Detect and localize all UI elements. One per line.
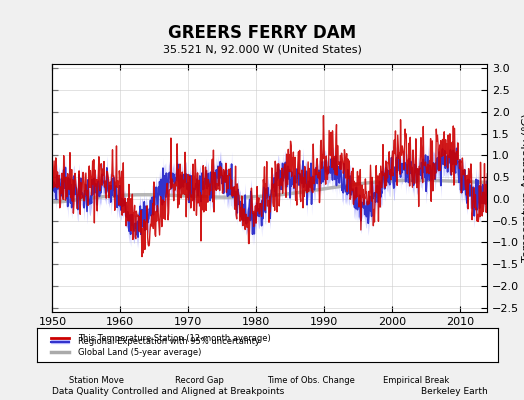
Text: 35.521 N, 92.000 W (United States): 35.521 N, 92.000 W (United States)	[162, 44, 362, 54]
Text: Berkeley Earth: Berkeley Earth	[421, 387, 487, 396]
Y-axis label: Temperature Anomaly (°C): Temperature Anomaly (°C)	[522, 114, 524, 262]
Text: Time of Obs. Change: Time of Obs. Change	[267, 376, 355, 385]
Text: GREERS FERRY DAM: GREERS FERRY DAM	[168, 24, 356, 42]
Text: Empirical Break: Empirical Break	[383, 376, 449, 385]
Text: Record Gap: Record Gap	[175, 376, 224, 385]
Text: This Temperature Station (12-month average): This Temperature Station (12-month avera…	[78, 334, 271, 343]
Text: Global Land (5-year average): Global Land (5-year average)	[78, 348, 202, 357]
Text: Regional Expectation with 95% uncertainty: Regional Expectation with 95% uncertaint…	[78, 337, 260, 346]
Text: Data Quality Controlled and Aligned at Breakpoints: Data Quality Controlled and Aligned at B…	[52, 387, 285, 396]
Text: Station Move: Station Move	[69, 376, 124, 385]
